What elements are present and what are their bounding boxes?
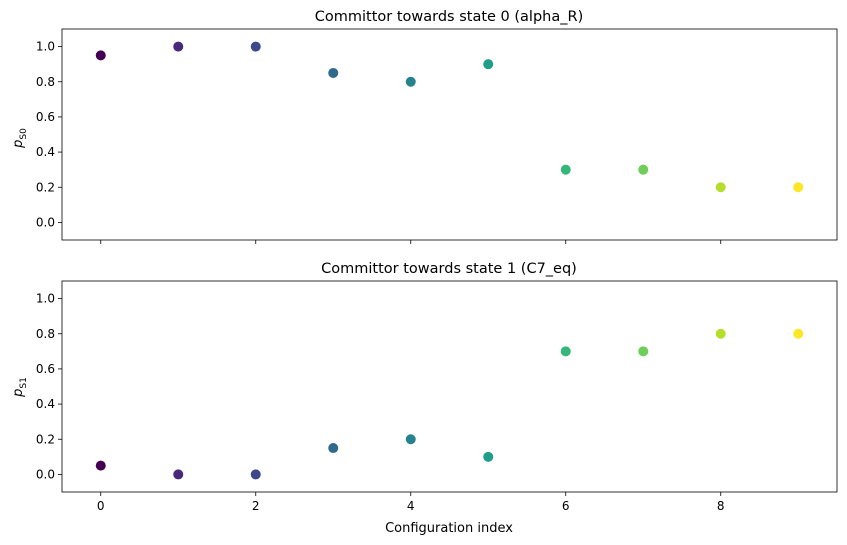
top-points (95, 41, 804, 193)
y-tick-label: 0.4 (36, 397, 55, 411)
y-tick-label: 0.2 (36, 432, 55, 446)
y-tick-label: 0.2 (36, 180, 55, 194)
top-point-5 (483, 59, 494, 70)
bottom-plot-frame (61, 280, 838, 493)
bottom-x-axis: 0 2 4 6 8 (97, 492, 725, 513)
x-tick-label: 8 (717, 499, 725, 513)
top-x-axis (100, 240, 722, 244)
bottom-point-5 (483, 451, 494, 462)
y-tick-label: 0.0 (36, 467, 55, 481)
bottom-point-7 (638, 346, 649, 357)
top-title: Committor towards state 0 (alpha_R) (315, 9, 583, 25)
x-tick-label: 6 (562, 499, 570, 513)
y-tick-label: 0.8 (36, 75, 55, 89)
bottom-point-1 (173, 469, 184, 480)
bottom-points (95, 328, 804, 480)
subplot-bottom: Committor towards state 1 (C7_eq) pS1 0.… (11, 261, 838, 536)
bottom-point-4 (405, 434, 416, 445)
bottom-point-6 (560, 346, 571, 357)
bottom-point-0 (95, 460, 106, 471)
top-point-2 (250, 41, 261, 52)
x-tick-label: 4 (407, 499, 415, 513)
top-point-1 (173, 41, 184, 52)
top-point-7 (638, 164, 649, 175)
top-ylabel: pS0 (11, 128, 29, 149)
y-tick-label: 0.0 (36, 215, 55, 229)
y-tick-label: 0.6 (36, 110, 55, 124)
bottom-ylabel: pS1 (11, 377, 29, 398)
top-point-6 (560, 164, 571, 175)
top-point-4 (405, 76, 416, 87)
y-tick-label: 0.4 (36, 145, 55, 159)
top-point-8 (715, 182, 726, 193)
y-tick-label: 1.0 (36, 292, 55, 306)
top-point-0 (95, 50, 106, 61)
bottom-point-3 (328, 443, 339, 454)
y-tick-label: 1.0 (36, 40, 55, 54)
bottom-xlabel: Configuration index (385, 521, 513, 536)
bottom-point-9 (793, 328, 804, 339)
bottom-title: Committor towards state 1 (C7_eq) (321, 261, 577, 277)
x-tick-label: 0 (97, 499, 105, 513)
bottom-point-8 (715, 328, 726, 339)
x-tick-label: 2 (252, 499, 260, 513)
subplot-top: Committor towards state 0 (alpha_R) pS0 … (11, 9, 838, 244)
top-point-3 (328, 67, 339, 78)
top-plot-frame (61, 28, 838, 241)
top-y-axis: 0.0 0.2 0.4 0.6 0.8 1.0 (36, 40, 62, 229)
y-tick-label: 0.6 (36, 362, 55, 376)
bottom-y-axis: 0.0 0.2 0.4 0.6 0.8 1.0 (36, 292, 62, 481)
top-point-9 (793, 182, 804, 193)
y-tick-label: 0.8 (36, 327, 55, 341)
bottom-point-2 (250, 469, 261, 480)
